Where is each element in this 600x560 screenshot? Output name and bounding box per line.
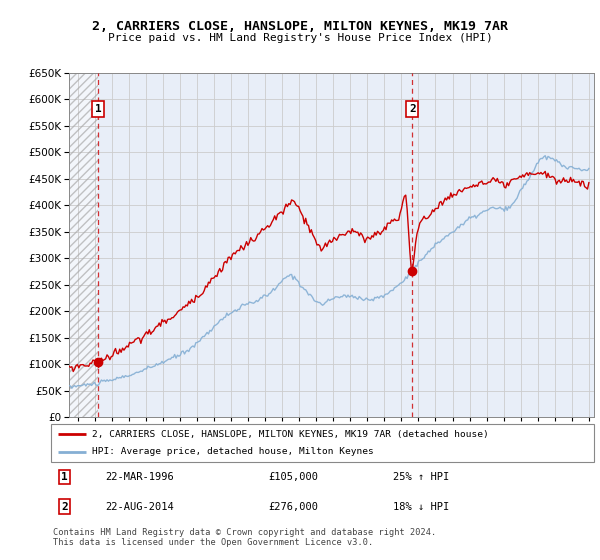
Bar [69, 73, 98, 417]
Bar [69, 73, 98, 417]
Text: 2: 2 [61, 502, 68, 512]
Text: 2, CARRIERS CLOSE, HANSLOPE, MILTON KEYNES, MK19 7AR: 2, CARRIERS CLOSE, HANSLOPE, MILTON KEYN… [92, 20, 508, 34]
Text: 2, CARRIERS CLOSE, HANSLOPE, MILTON KEYNES, MK19 7AR (detached house): 2, CARRIERS CLOSE, HANSLOPE, MILTON KEYN… [92, 430, 488, 438]
Text: 18% ↓ HPI: 18% ↓ HPI [393, 502, 449, 512]
Text: £276,000: £276,000 [268, 502, 318, 512]
Text: HPI: Average price, detached house, Milton Keynes: HPI: Average price, detached house, Milt… [92, 447, 373, 456]
Text: 1: 1 [95, 104, 101, 114]
Text: Contains HM Land Registry data © Crown copyright and database right 2024.
This d: Contains HM Land Registry data © Crown c… [53, 528, 436, 547]
Text: 25% ↑ HPI: 25% ↑ HPI [393, 472, 449, 482]
Text: Price paid vs. HM Land Registry's House Price Index (HPI): Price paid vs. HM Land Registry's House … [107, 33, 493, 43]
Text: 2: 2 [409, 104, 416, 114]
Text: 1: 1 [61, 472, 68, 482]
Text: £105,000: £105,000 [268, 472, 318, 482]
Text: 22-MAR-1996: 22-MAR-1996 [106, 472, 174, 482]
Text: 22-AUG-2014: 22-AUG-2014 [106, 502, 174, 512]
